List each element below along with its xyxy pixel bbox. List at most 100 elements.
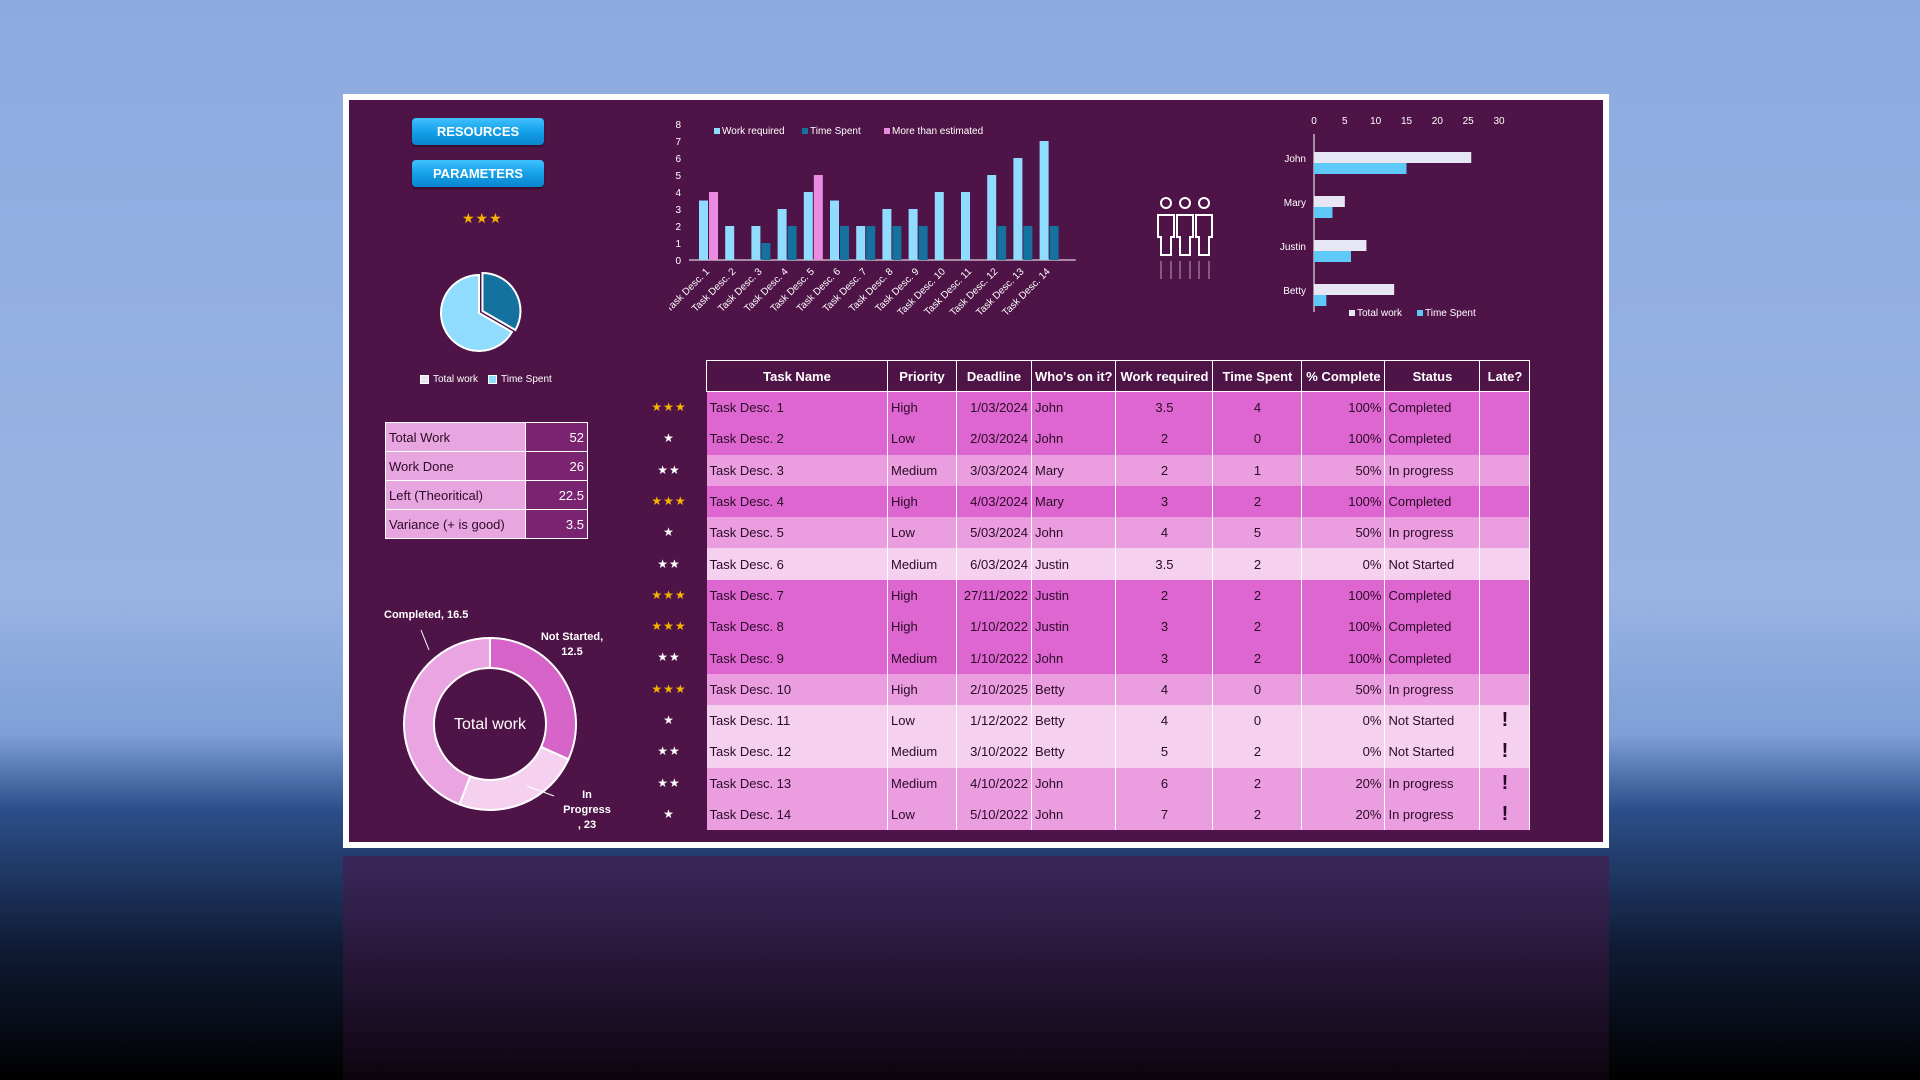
cell-spent: 0 bbox=[1212, 423, 1303, 455]
col-task-name[interactable]: Task Name bbox=[706, 360, 888, 392]
dashboard-frame: RESOURCES PARAMETERS ★★★ Total work Time… bbox=[343, 94, 1609, 848]
table-row[interactable]: Task Desc. 2 Low 2/03/2024 John 2 0 100% Comple… bbox=[706, 423, 1531, 455]
cell-work: 3.5 bbox=[1115, 391, 1214, 424]
table-row[interactable]: Task Desc. 9 Medium 1/10/2022 John 3 2 100% Com… bbox=[706, 642, 1531, 674]
cell-late bbox=[1479, 391, 1531, 424]
cell-status: Not Started bbox=[1384, 548, 1481, 580]
y-tick-label: 2 bbox=[675, 222, 681, 233]
dashboard-reflection bbox=[343, 856, 1609, 1080]
table-row[interactable]: Task Desc. 11 Low 1/12/2022 Betty 4 0 0% Not St… bbox=[706, 704, 1531, 737]
cell-task: Task Desc. 13 bbox=[706, 767, 888, 799]
legend-total-work: Total work bbox=[420, 374, 478, 385]
cell-who: Betty bbox=[1031, 736, 1117, 768]
cell-late bbox=[1479, 423, 1531, 455]
table-row[interactable]: Task Desc. 14 Low 5/10/2022 John 7 2 20% In pro… bbox=[706, 798, 1531, 831]
parameters-button[interactable]: PARAMETERS bbox=[412, 160, 544, 187]
table-row[interactable]: Task Desc. 10 High 2/10/2025 Betty 4 0 50% In p… bbox=[706, 673, 1531, 705]
priority-stars: ★★ bbox=[657, 650, 681, 665]
cell-status: Not Started bbox=[1384, 704, 1481, 737]
x-tick-label: 30 bbox=[1493, 116, 1505, 127]
y-tick-label: 1 bbox=[675, 239, 681, 250]
cell-deadline: 4/10/2022 bbox=[956, 767, 1032, 799]
cell-work: 4 bbox=[1115, 673, 1214, 705]
y-tick-label: 4 bbox=[675, 188, 681, 199]
bar-total-work bbox=[1314, 196, 1345, 207]
cell-work: 4 bbox=[1115, 517, 1214, 549]
table-row[interactable]: Task Desc. 6 Medium 6/03/2024 Justin 3.5 2 0% N… bbox=[706, 548, 1531, 580]
kpi-value: 26 bbox=[525, 451, 588, 481]
cell-pct: 100% bbox=[1301, 423, 1386, 455]
cell-status: Completed bbox=[1384, 611, 1481, 643]
legend-label: Time Spent bbox=[501, 374, 552, 385]
cell-priority: Low bbox=[887, 423, 957, 455]
cell-who: Mary bbox=[1031, 485, 1117, 518]
kpi-label: Work Done bbox=[385, 451, 526, 481]
donut-slice-in-progress bbox=[403, 636, 491, 806]
cell-status: In progress bbox=[1384, 454, 1481, 486]
table-row[interactable]: Task Desc. 3 Medium 3/03/2024 Mary 2 1 50% In p… bbox=[706, 454, 1531, 486]
bar-work-required bbox=[830, 200, 839, 260]
cell-task: Task Desc. 5 bbox=[706, 517, 888, 549]
bar-time-spent bbox=[866, 226, 876, 260]
col-deadline[interactable]: Deadline bbox=[956, 360, 1032, 392]
y-tick-label: 0 bbox=[675, 256, 681, 267]
cell-late: ! bbox=[1479, 736, 1531, 768]
cell-deadline: 27/11/2022 bbox=[956, 579, 1032, 612]
bar-work-required bbox=[751, 226, 761, 260]
bar-total-work bbox=[1314, 152, 1472, 163]
cell-priority: Medium bbox=[887, 767, 957, 799]
cell-work: 3.5 bbox=[1115, 548, 1214, 580]
legend-label: More than estimated bbox=[892, 126, 983, 137]
cell-late: ! bbox=[1479, 767, 1531, 799]
legend-label: Time Spent bbox=[1425, 308, 1476, 319]
table-row[interactable]: Task Desc. 8 High 1/10/2022 Justin 3 2 100% Com… bbox=[706, 611, 1531, 643]
col-time-spent[interactable]: Time Spent bbox=[1212, 360, 1303, 392]
resources-button[interactable]: RESOURCES bbox=[412, 118, 544, 145]
cell-late bbox=[1479, 611, 1531, 643]
legend-label: Time Spent bbox=[810, 126, 861, 137]
cell-task: Task Desc. 1 bbox=[706, 391, 888, 424]
table-row[interactable]: Task Desc. 12 Medium 3/10/2022 Betty 5 2 0% Not… bbox=[706, 736, 1531, 768]
kpi-row: Left (Theoritical) 22.5 bbox=[385, 480, 588, 510]
table-row[interactable]: Task Desc. 1 High 1/03/2024 John 3.5 4 100% Com… bbox=[706, 391, 1531, 424]
cell-deadline: 3/03/2024 bbox=[956, 454, 1032, 486]
col-late[interactable]: Late? bbox=[1479, 360, 1531, 392]
cell-status: Not Started bbox=[1384, 736, 1481, 768]
cell-spent: 1 bbox=[1212, 454, 1303, 486]
col-priority[interactable]: Priority bbox=[887, 360, 957, 392]
cell-pct: 100% bbox=[1301, 579, 1386, 612]
table-row[interactable]: Task Desc. 4 High 4/03/2024 Mary 3 2 100% Compl… bbox=[706, 485, 1531, 518]
bar-work-required bbox=[803, 192, 813, 260]
col-status[interactable]: Status bbox=[1384, 360, 1481, 392]
table-row[interactable]: Task Desc. 5 Low 5/03/2024 John 4 5 50% In prog… bbox=[706, 517, 1531, 549]
col-work-required[interactable]: Work required bbox=[1115, 360, 1214, 392]
cell-who: John bbox=[1031, 767, 1117, 799]
bar-total-work bbox=[1314, 240, 1367, 251]
cell-status: Completed bbox=[1384, 579, 1481, 612]
cell-late bbox=[1479, 579, 1531, 612]
col-who[interactable]: Who's on it? bbox=[1030, 360, 1117, 392]
cell-pct: 50% bbox=[1301, 454, 1386, 486]
cell-pct: 100% bbox=[1301, 611, 1386, 643]
cell-task: Task Desc. 7 bbox=[706, 579, 888, 612]
cell-priority: High bbox=[887, 611, 957, 643]
tasks-table: Task Name Priority Deadline Who's on it?… bbox=[706, 360, 1531, 831]
cell-priority: Low bbox=[887, 798, 957, 831]
cell-priority: Medium bbox=[887, 642, 957, 674]
donut-data-label: Completed, 16.5 bbox=[384, 609, 468, 621]
bar-work-required bbox=[856, 226, 866, 260]
kpi-table: Total Work 52 Work Done 26 Left (Theoritic… bbox=[385, 422, 588, 539]
cell-priority: Medium bbox=[887, 548, 957, 580]
y-tick-label: 7 bbox=[675, 137, 681, 148]
cell-deadline: 5/03/2024 bbox=[956, 517, 1032, 549]
cell-status: Completed bbox=[1384, 391, 1481, 424]
cell-task: Task Desc. 4 bbox=[706, 485, 888, 518]
cell-deadline: 1/12/2022 bbox=[956, 704, 1032, 737]
col-pct-complete[interactable]: % Complete bbox=[1301, 360, 1386, 392]
table-row[interactable]: Task Desc. 7 High 27/11/2022 Justin 2 2 100% Co… bbox=[706, 579, 1531, 612]
x-tick-label: 25 bbox=[1463, 116, 1475, 127]
table-row[interactable]: Task Desc. 13 Medium 4/10/2022 John 6 2 20% In … bbox=[706, 767, 1531, 799]
y-tick-label: 6 bbox=[675, 154, 681, 165]
y-tick-label: John bbox=[1284, 154, 1306, 165]
cell-who: Mary bbox=[1031, 454, 1117, 486]
